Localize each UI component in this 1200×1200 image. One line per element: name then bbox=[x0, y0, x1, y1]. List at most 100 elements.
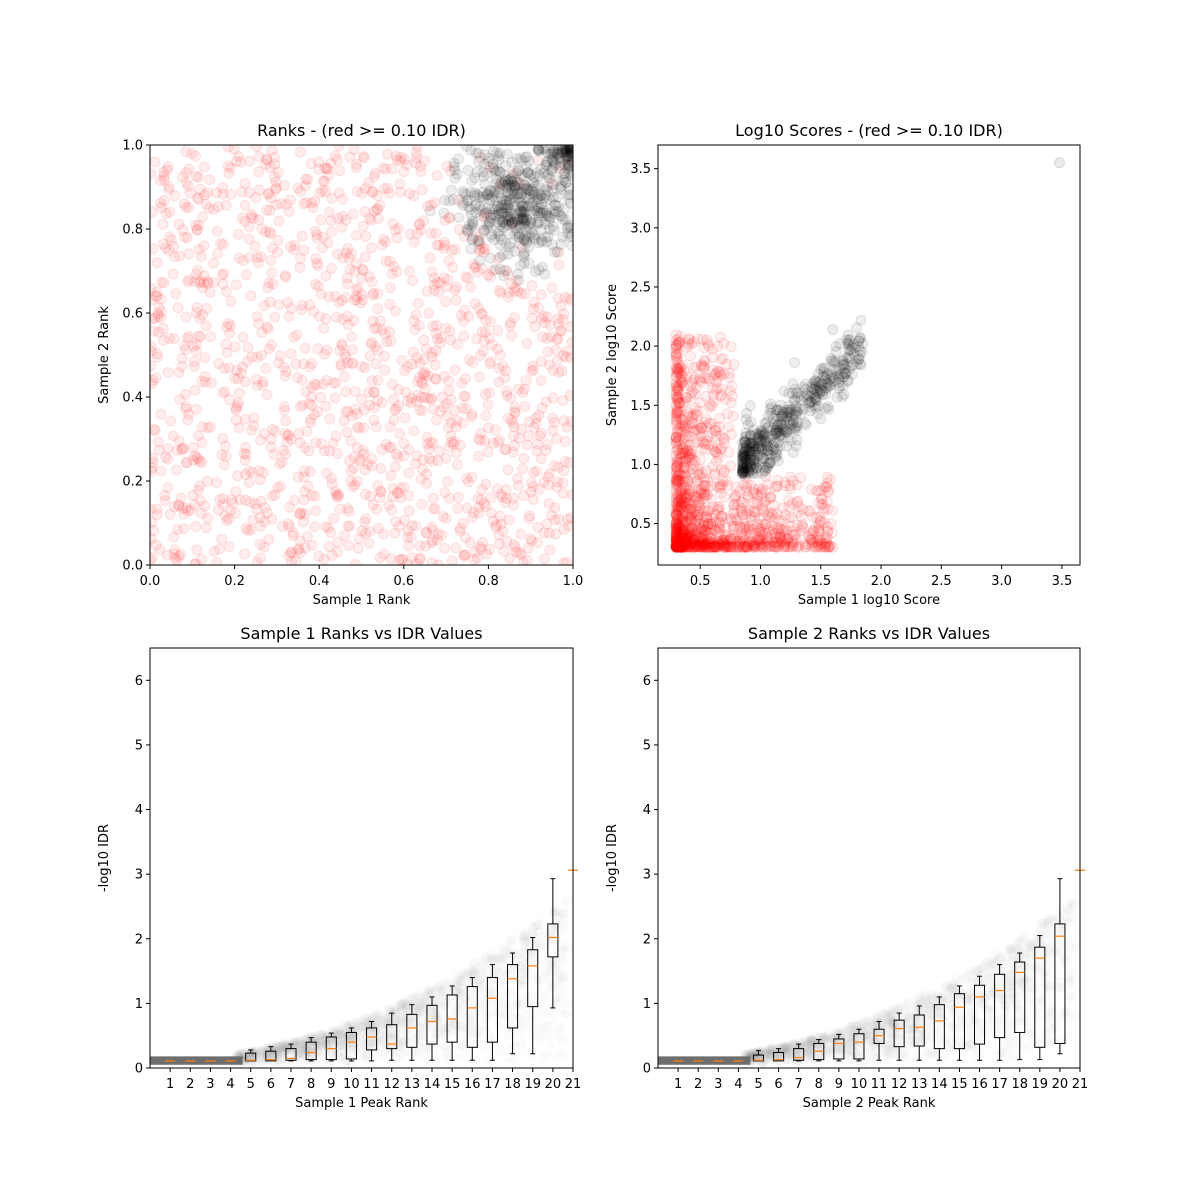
scatter-point-black bbox=[462, 164, 474, 176]
scatter-point-red bbox=[389, 461, 401, 473]
scatter-point-red bbox=[282, 429, 294, 441]
scatter-point-red bbox=[557, 395, 569, 407]
scatter-point-red bbox=[239, 177, 251, 189]
scatter-point-red bbox=[300, 180, 312, 192]
scatter-point-red bbox=[426, 521, 438, 533]
scatter-point-black bbox=[493, 225, 505, 237]
scatter-point-red bbox=[390, 150, 402, 162]
scatter-point-black bbox=[509, 216, 521, 228]
scatter-point-black bbox=[511, 153, 523, 165]
scatter-point-black bbox=[494, 213, 506, 225]
scatter-point-black bbox=[515, 152, 527, 164]
scatter-point-red bbox=[453, 194, 465, 206]
scatter-point-red bbox=[479, 243, 491, 255]
scatter-point-red bbox=[493, 285, 505, 297]
scatter-point-red bbox=[532, 154, 544, 166]
scatter-point-red bbox=[277, 520, 289, 532]
scatter-point-red bbox=[260, 153, 272, 165]
scatter-point-red bbox=[180, 177, 192, 189]
scatter-point-red bbox=[725, 460, 737, 472]
scatter-point-red bbox=[150, 465, 157, 477]
scatter-point-black bbox=[842, 329, 854, 341]
scatter-point-red bbox=[183, 274, 195, 286]
scatter-point-red bbox=[360, 527, 372, 539]
scatter-point-red bbox=[154, 544, 166, 556]
scatter-point-black bbox=[557, 231, 569, 243]
scatter-point-red bbox=[224, 504, 236, 516]
scatter-point-black bbox=[511, 176, 523, 188]
scatter-point-black bbox=[515, 211, 527, 223]
scatter-point-red bbox=[299, 486, 311, 498]
scatter-point-black bbox=[517, 248, 529, 260]
x-tick-label: 0.0 bbox=[140, 574, 161, 589]
scatter-point-red bbox=[427, 320, 439, 332]
scatter-point-red bbox=[407, 275, 419, 287]
scatter-point-red bbox=[350, 403, 362, 415]
scatter-point-red bbox=[423, 443, 435, 455]
scatter-point-red bbox=[173, 550, 185, 562]
scatter-point-red bbox=[458, 550, 470, 562]
scatter-point-black bbox=[542, 210, 554, 222]
scatter-point-red bbox=[356, 361, 368, 373]
scatter-point-black bbox=[494, 251, 506, 263]
scatter-point-red bbox=[350, 284, 362, 296]
scatter-point-red bbox=[305, 158, 317, 170]
scatter-point-red bbox=[217, 387, 229, 399]
scatter-point-black bbox=[465, 221, 477, 233]
scatter-point-red bbox=[368, 171, 380, 183]
scatter-point-black bbox=[509, 174, 521, 186]
scatter-point-red bbox=[338, 371, 350, 383]
scatter-point-red bbox=[215, 237, 227, 249]
scatter-point-red bbox=[414, 540, 426, 552]
scatter-point-red bbox=[438, 242, 450, 254]
scatter-point-red bbox=[251, 380, 263, 392]
scatter-point-black bbox=[516, 212, 528, 224]
scatter-point-black bbox=[533, 216, 545, 228]
scatter-point-red bbox=[235, 367, 247, 379]
scatter-point-red bbox=[178, 198, 190, 210]
scatter-point-red bbox=[348, 462, 360, 474]
scatter-point-red bbox=[417, 454, 429, 466]
scatter-point-black bbox=[491, 200, 503, 212]
scatter-point-red bbox=[438, 272, 450, 284]
scatter-point-red bbox=[340, 214, 352, 226]
scatter-point-red bbox=[426, 557, 438, 565]
scatter-point-red bbox=[498, 265, 510, 277]
scatter-point-red bbox=[562, 153, 573, 165]
scatter-point-red bbox=[482, 399, 494, 411]
scatter-point-red bbox=[715, 430, 727, 442]
scatter-point-red bbox=[541, 311, 553, 323]
scatter-point-black bbox=[789, 421, 801, 433]
scatter-point-red bbox=[321, 467, 333, 479]
scatter-point-red bbox=[336, 338, 348, 350]
scatter-point-black bbox=[528, 177, 540, 189]
scatter-point-red bbox=[372, 480, 384, 492]
scatter-point-black bbox=[494, 219, 506, 231]
scatter-point-black bbox=[443, 195, 455, 207]
scatter-point-red bbox=[150, 378, 158, 390]
scatter-point-black bbox=[460, 189, 472, 201]
scatter-point-red bbox=[495, 518, 507, 530]
scatter-point-red bbox=[245, 290, 257, 302]
scatter-point-black bbox=[548, 205, 560, 217]
scatter-point-red bbox=[407, 346, 419, 358]
scatter-point-red bbox=[280, 415, 292, 427]
scatter-point-red bbox=[313, 163, 325, 175]
scatter-point-red bbox=[350, 161, 362, 173]
scatter-point-black bbox=[485, 203, 497, 215]
scatter-point-red bbox=[537, 331, 549, 343]
scatter-point-red bbox=[250, 192, 262, 204]
scatter-point-red bbox=[427, 524, 439, 536]
scatter-point-red bbox=[188, 356, 200, 368]
scatter-point-black bbox=[512, 207, 524, 219]
scatter-point-red bbox=[355, 297, 367, 309]
scatter-point-red bbox=[521, 554, 533, 565]
scatter-point-red bbox=[306, 489, 318, 501]
scatter-point-red bbox=[459, 548, 471, 560]
scatter-point-black bbox=[520, 230, 532, 242]
scatter-point-red bbox=[543, 479, 555, 491]
scatter-point-red bbox=[499, 444, 511, 456]
scatter-point-black bbox=[531, 200, 543, 212]
scatter-point-red bbox=[357, 294, 369, 306]
scatter-point-red bbox=[418, 334, 430, 346]
